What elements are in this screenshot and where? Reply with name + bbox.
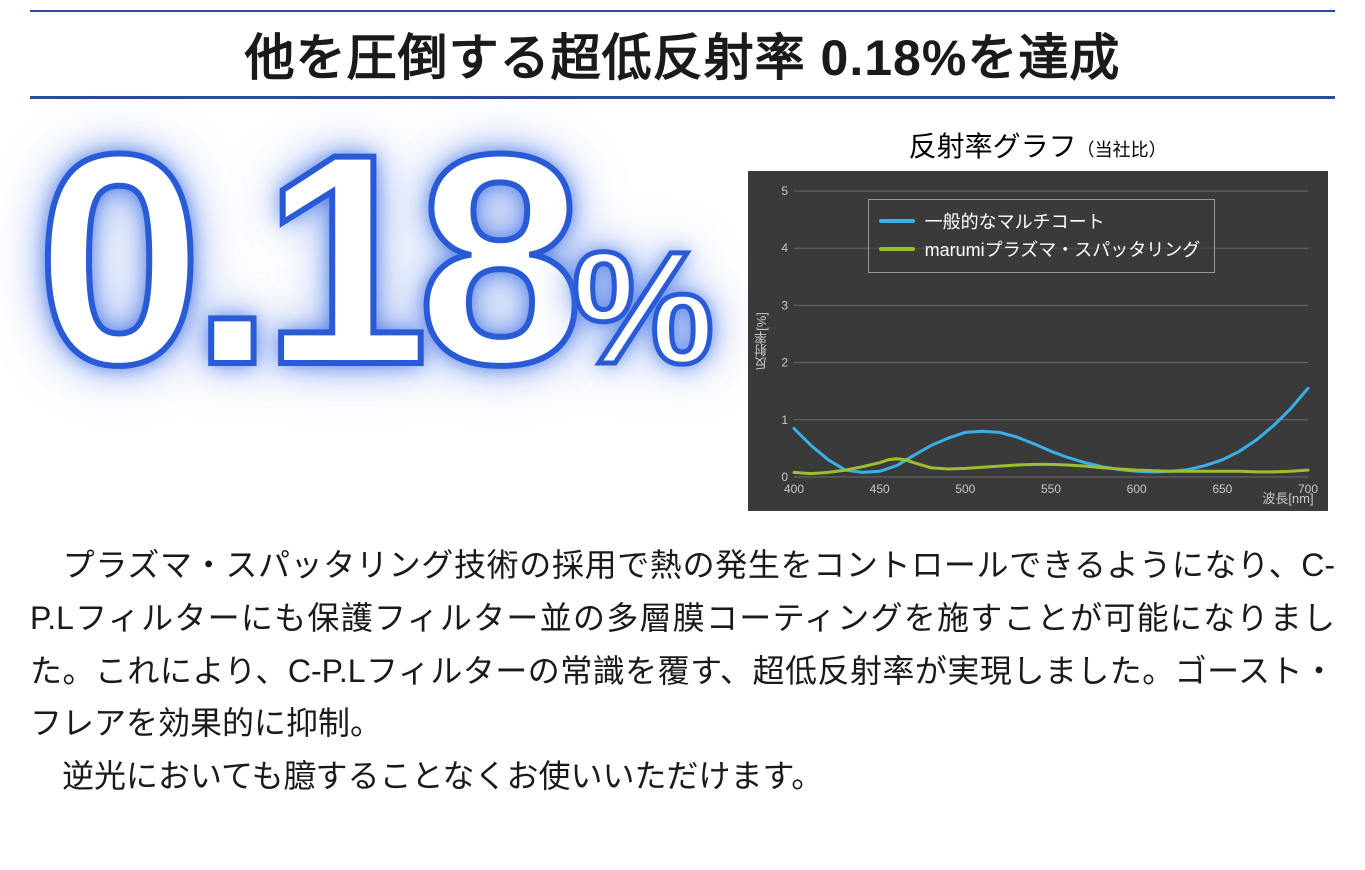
svg-text:4: 4 xyxy=(781,241,788,255)
chart-legend: 一般的なマルチコート marumiプラズマ・スパッタリング xyxy=(868,199,1216,273)
legend-label-0: 一般的なマルチコート xyxy=(925,208,1105,234)
svg-text:550: 550 xyxy=(1041,482,1061,496)
svg-text:1: 1 xyxy=(781,413,788,427)
legend-label-1: marumiプラズマ・スパッタリング xyxy=(925,236,1201,262)
svg-text:450: 450 xyxy=(869,482,889,496)
chart-title-main: 反射率グラフ xyxy=(909,131,1077,162)
legend-row: 一般的なマルチコート xyxy=(879,208,1201,234)
top-rule xyxy=(30,10,1335,12)
svg-text:500: 500 xyxy=(955,482,975,496)
y-axis-label: 反射率[%] xyxy=(752,312,771,370)
chart-title: 反射率グラフ（当社比） xyxy=(740,125,1335,165)
chart-box: 反射率[%] 波長[nm] 一般的なマルチコート marumiプラズマ・スパッタ… xyxy=(748,171,1328,511)
legend-row: marumiプラズマ・スパッタリング xyxy=(879,236,1201,262)
svg-text:400: 400 xyxy=(784,482,804,496)
legend-swatch-0 xyxy=(879,219,915,223)
chart-title-sub: （当社比） xyxy=(1077,140,1167,160)
big-number-percent: % xyxy=(572,218,710,397)
big-number-value: 0.18 xyxy=(36,91,572,427)
x-axis-label: 波長[nm] xyxy=(1262,488,1313,507)
legend-swatch-1 xyxy=(879,247,915,251)
svg-text:3: 3 xyxy=(781,298,788,312)
hero-row: 0.18% 反射率グラフ（当社比） 反射率[%] 波長[nm] 一般的なマルチコ… xyxy=(30,117,1335,511)
svg-text:650: 650 xyxy=(1212,482,1232,496)
chart-column: 反射率グラフ（当社比） 反射率[%] 波長[nm] 一般的なマルチコート mar… xyxy=(740,125,1335,511)
body-paragraph: プラズマ・スパッタリング技術の採用で熱の発生をコントロールできるようになり、C-… xyxy=(30,539,1335,803)
svg-text:5: 5 xyxy=(781,185,788,198)
big-number: 0.18% xyxy=(36,117,710,402)
svg-text:600: 600 xyxy=(1126,482,1146,496)
headline: 他を圧倒する超低反射率 0.18%を達成 xyxy=(30,18,1335,90)
svg-text:2: 2 xyxy=(781,356,788,370)
